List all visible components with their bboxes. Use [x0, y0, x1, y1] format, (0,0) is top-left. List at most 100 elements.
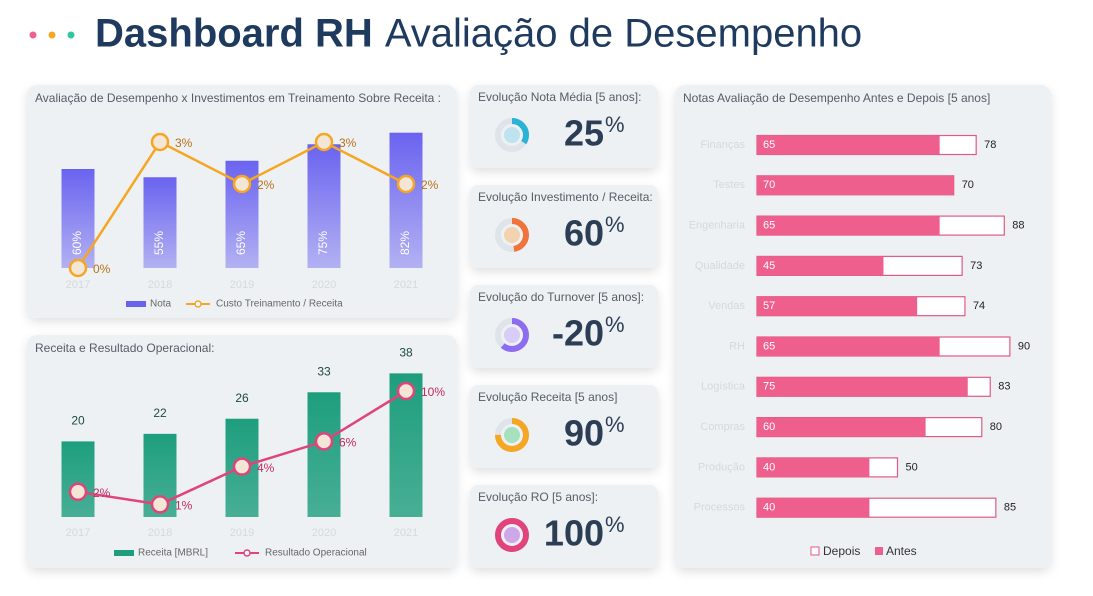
bar-label: 90 — [1018, 340, 1030, 352]
legend-swatch — [126, 301, 146, 307]
line-point — [150, 132, 170, 152]
legend-label: Custo Treinamento / Receita — [216, 299, 343, 310]
bar-label: 55% — [152, 231, 166, 255]
bar — [757, 216, 940, 236]
bar-label: 60 — [763, 421, 775, 433]
kpi-icon-arc — [495, 518, 529, 552]
bar-label: 74 — [973, 300, 985, 312]
point-label: 4% — [257, 461, 275, 475]
bar-label: 38 — [399, 346, 413, 360]
x-tick-label: 2020 — [312, 279, 336, 291]
kpi-value: 25 — [564, 113, 604, 154]
kpi-value: 90 — [564, 413, 604, 454]
title-bold: Dashboard RH — [95, 12, 373, 56]
bar-label: 83 — [998, 381, 1010, 393]
x-tick-label: 2021 — [394, 527, 418, 539]
point-label: 2% — [421, 178, 439, 192]
x-tick-label: 2017 — [66, 527, 90, 539]
point-label: 1% — [175, 499, 193, 513]
chart-title: Notas Avaliação de Desempenho Antes e De… — [683, 91, 990, 105]
point-label: 0% — [93, 262, 111, 276]
y-tick-label: Logística — [701, 381, 746, 393]
kpi-unit: % — [605, 312, 625, 337]
kpi-title: Evolução RO [5 anos]: — [478, 490, 598, 504]
bar — [757, 296, 918, 316]
line-point — [396, 174, 416, 194]
legend-label: Resultado Operacional — [265, 548, 367, 559]
header-dot — [48, 31, 56, 39]
x-tick-label: 2017 — [66, 279, 90, 291]
bar — [307, 392, 341, 517]
bar-label: 75 — [763, 381, 775, 393]
bar-label: 45 — [763, 260, 775, 272]
bar — [757, 457, 870, 477]
legend-swatch — [810, 546, 820, 556]
x-tick-label: 2019 — [230, 527, 254, 539]
kpi-icon-arc — [495, 218, 529, 252]
bar-label: 82% — [398, 231, 412, 255]
bar — [757, 256, 884, 276]
kpi-icon-arc — [495, 118, 529, 152]
kpi-title: Evolução Nota Média [5 anos]: — [478, 90, 641, 104]
x-tick-label: 2019 — [230, 279, 254, 291]
legend-swatch — [114, 550, 134, 556]
bar-label: 60% — [70, 231, 84, 255]
bar-label: 65 — [763, 139, 775, 151]
x-tick-label: 2018 — [148, 527, 172, 539]
line-point — [232, 174, 252, 194]
legend-label: Depois — [823, 544, 860, 558]
kpi-unit: % — [605, 412, 625, 437]
kpi-unit: % — [605, 112, 625, 137]
legend-label: Antes — [886, 544, 917, 558]
y-tick-label: Processos — [694, 502, 746, 514]
kpi-icon-inner — [504, 427, 520, 443]
x-tick-label: 2021 — [394, 279, 418, 291]
bar — [307, 144, 341, 268]
bar-label: 40 — [763, 502, 775, 514]
line-point — [314, 432, 334, 451]
line-point — [314, 132, 334, 152]
bar-label: 73 — [970, 260, 982, 272]
header-dot — [29, 31, 37, 39]
bar-label: 85 — [1004, 502, 1016, 514]
bar — [757, 135, 940, 155]
bar-label: 65 — [763, 340, 775, 352]
line-point — [68, 482, 88, 502]
y-tick-label: Produção — [698, 461, 745, 473]
bar — [757, 175, 954, 195]
bar — [61, 441, 95, 517]
bar-label: 75% — [316, 231, 330, 255]
bar-label: 70 — [962, 179, 974, 191]
bar-label: 20 — [71, 414, 85, 428]
y-tick-label: Engenharia — [689, 220, 746, 232]
bar-label: 65% — [234, 231, 248, 255]
bar — [757, 498, 870, 518]
kpi-icon-inner — [504, 127, 520, 143]
point-label: 3% — [339, 136, 357, 150]
title: Avaliação de Desempenho — [385, 12, 862, 56]
legend-swatch — [875, 547, 883, 555]
bar — [143, 177, 177, 268]
bar — [757, 337, 940, 356]
chart-title: Receita e Resultado Operacional: — [35, 341, 214, 355]
chart-title: Avaliação de Desempenho x Investimentos … — [35, 91, 441, 105]
point-label: 6% — [339, 436, 357, 450]
bar-label: 50 — [906, 461, 918, 473]
line-point — [150, 495, 170, 514]
legend-label: Receita [MBRL] — [138, 548, 208, 559]
kpi-title: Evolução Receita [5 anos] — [478, 390, 617, 404]
bar-label: 22 — [153, 406, 167, 420]
point-label: 2% — [93, 486, 111, 500]
bar-label: 33 — [317, 364, 331, 378]
bar-label: 70 — [763, 179, 775, 191]
y-tick-label: Qualidade — [695, 260, 745, 272]
x-tick-label: 2020 — [312, 527, 336, 539]
point-label: 2% — [257, 178, 275, 192]
bar — [757, 377, 968, 397]
bar-label: 88 — [1012, 220, 1024, 232]
kpi-value: 100 — [544, 513, 604, 554]
bar-label: 26 — [235, 391, 249, 405]
bar-label: 57 — [763, 300, 775, 312]
kpi-title: Evolução do Turnover [5 anos]: — [478, 290, 644, 304]
